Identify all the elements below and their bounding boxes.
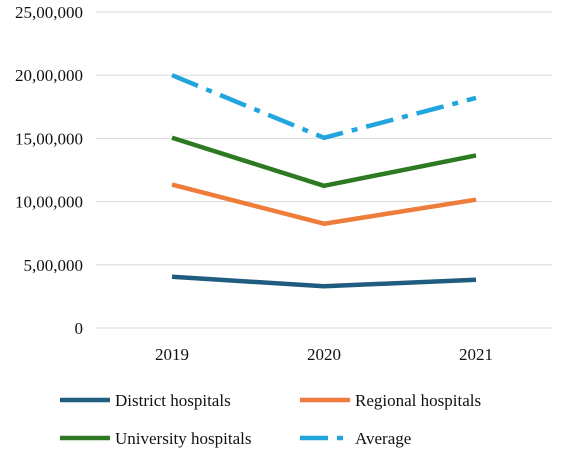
legend-item: Average (300, 429, 411, 448)
legend: District hospitals Regional hospitals Univ… (60, 391, 481, 448)
series-lines (171, 73, 477, 289)
legend-item: District hospitals (60, 391, 231, 410)
x-axis-ticks: 2019 2020 2021 (155, 345, 493, 364)
y-tick-label: 15,00,000 (15, 129, 83, 148)
x-tick-label: 2020 (307, 345, 341, 364)
legend-label: University hospitals (115, 429, 251, 448)
legend-label: District hospitals (115, 391, 231, 410)
y-tick-label: 5,00,000 (24, 256, 84, 275)
legend-item: Regional hospitals (300, 391, 481, 410)
legend-label: Regional hospitals (355, 391, 481, 410)
series-line-district-hospitals (171, 274, 477, 289)
legend-item: University hospitals (60, 429, 251, 448)
gridlines (96, 11, 552, 329)
y-tick-label: 10,00,000 (15, 193, 83, 212)
y-tick-label: 0 (75, 319, 84, 338)
series-line-university-hospitals (171, 135, 477, 189)
y-axis-ticks: 0 5,00,000 10,00,000 15,00,000 20,00,000 25,0… (15, 3, 83, 338)
series-line-regional-hospitals (171, 182, 477, 226)
x-tick-label: 2021 (459, 345, 493, 364)
legend-label: Average (355, 429, 411, 448)
x-tick-label: 2019 (155, 345, 189, 364)
y-tick-label: 25,00,000 (15, 3, 83, 22)
series-line-average (171, 73, 477, 141)
y-tick-label: 20,00,000 (15, 66, 83, 85)
